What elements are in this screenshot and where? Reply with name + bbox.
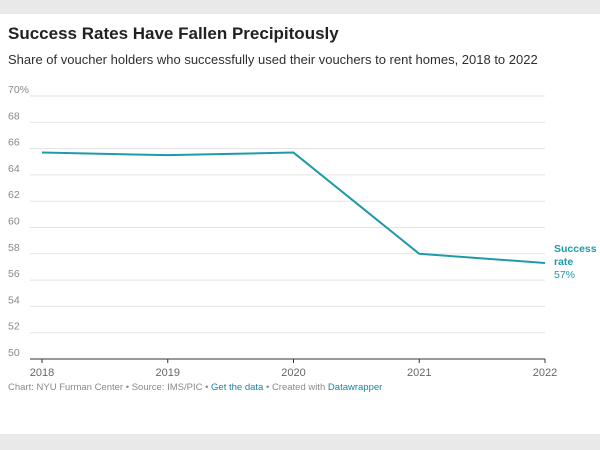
x-tick-label-2018: 2018 xyxy=(30,367,54,379)
x-tick-label-2020: 2020 xyxy=(281,367,305,379)
y-tick-label-70: 70% xyxy=(8,84,29,96)
y-axis-ticks: 50 52 54 56 58 60 62 64 66 68 70% xyxy=(8,84,29,359)
y-tick-label-54: 54 xyxy=(8,294,20,306)
get-data-link[interactable]: Get the data xyxy=(211,382,264,393)
y-tick-label-56: 56 xyxy=(8,268,20,280)
series-layer xyxy=(41,151,546,265)
y-tick-label-66: 66 xyxy=(8,137,20,149)
y-tick-label-60: 60 xyxy=(8,216,20,228)
series-end-label-1: rate xyxy=(554,256,573,268)
x-tick-label-2019: 2019 xyxy=(156,367,180,379)
y-tick-label-68: 68 xyxy=(8,110,20,122)
chart-subtitle: Share of voucher holders who successfull… xyxy=(8,52,538,67)
y-tick-label-64: 64 xyxy=(8,163,20,175)
x-tick-label-2021: 2021 xyxy=(407,367,431,379)
series-line-success-rate xyxy=(41,151,546,265)
y-tick-label-62: 62 xyxy=(8,189,20,201)
x-axis-ticks: 2018 2019 2020 2021 2022 xyxy=(30,359,557,379)
y-tick-label-50: 50 xyxy=(8,347,20,359)
chart-card xyxy=(0,14,600,434)
x-tick-label-2022: 2022 xyxy=(533,367,557,379)
chart-footer: Chart: NYU Furman Center • Source: IMS/P… xyxy=(8,382,382,393)
footer-credit: Chart: NYU Furman Center • Source: IMS/P… xyxy=(8,382,212,393)
datawrapper-link[interactable]: Datawrapper xyxy=(327,382,383,393)
chart-title: Success Rates Have Fallen Precipitously xyxy=(8,24,339,43)
footer-created-with: • Created with xyxy=(263,382,328,393)
y-tick-label-52: 52 xyxy=(8,321,20,333)
series-end-label-0: Success xyxy=(554,243,597,255)
series-end-label-2: 57% xyxy=(554,269,575,281)
gridlines xyxy=(30,95,545,360)
y-tick-label-58: 58 xyxy=(8,242,20,254)
